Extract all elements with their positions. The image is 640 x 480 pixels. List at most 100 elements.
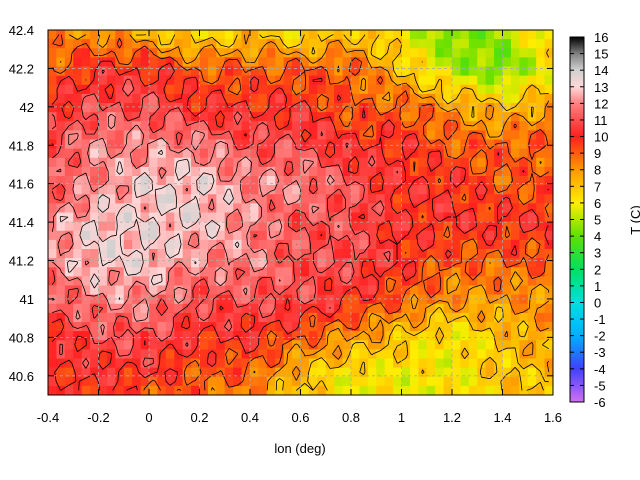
heat-cell: [527, 212, 537, 223]
heat-cell: [510, 303, 520, 314]
heat-cell: [115, 30, 125, 40]
heat-cell: [477, 331, 487, 341]
heat-cell: [510, 312, 520, 323]
heat-cell: [98, 66, 108, 77]
heat-cell: [334, 258, 344, 268]
heat-cell: [258, 230, 268, 241]
heat-cell: [544, 185, 553, 195]
heat-cell: [300, 185, 310, 195]
heat-cell: [266, 66, 276, 77]
heat-cell: [418, 139, 428, 150]
heat-cell: [132, 221, 142, 232]
heat-cell: [199, 385, 209, 395]
heat-cell: [502, 322, 512, 332]
heat-cell: [123, 57, 133, 68]
heat-cell: [266, 285, 276, 296]
heat-cell: [48, 84, 58, 95]
heat-cell: [317, 185, 327, 195]
heat-cell: [266, 148, 276, 159]
heat-cell: [90, 385, 100, 395]
heat-cell: [325, 203, 335, 214]
heat-cell: [98, 212, 108, 223]
heat-cell: [334, 93, 344, 104]
heat-cell: [536, 249, 546, 259]
heat-cell: [283, 212, 293, 223]
heat-cell: [123, 331, 133, 341]
heat-cell: [266, 157, 276, 168]
heat-cell: [73, 376, 83, 387]
heat-cell: [106, 249, 116, 259]
heat-cell: [123, 75, 133, 86]
heat-cell: [426, 203, 436, 214]
heat-cell: [460, 258, 470, 268]
heat-cell: [409, 84, 419, 95]
heat-cell: [132, 48, 142, 58]
heat-cell: [191, 66, 201, 77]
heat-cell: [367, 331, 377, 341]
heat-cell: [519, 39, 529, 49]
heat-cell: [258, 367, 268, 378]
heat-cell: [527, 340, 537, 350]
heat-cell: [165, 340, 175, 350]
heat-cell: [182, 358, 192, 369]
heat-cell: [132, 322, 142, 332]
heat-cell: [241, 322, 251, 332]
heat-cell: [140, 249, 150, 259]
heat-cell: [325, 176, 335, 186]
heat-cell: [452, 157, 462, 168]
heat-cell: [64, 258, 74, 268]
heat-cell: [275, 84, 285, 95]
heat-cell: [292, 303, 302, 314]
heat-cell: [233, 93, 243, 104]
heat-cell: [64, 249, 74, 259]
heat-cell: [494, 249, 504, 259]
heat-cell: [48, 276, 58, 287]
heat-cell: [376, 267, 386, 277]
heat-cell: [460, 75, 470, 86]
heat-cell: [241, 176, 251, 186]
heat-cell: [165, 385, 175, 395]
heat-cell: [384, 203, 394, 214]
colorbar-tick-label: 3: [594, 246, 601, 261]
heat-cell: [359, 139, 369, 150]
heat-cell: [258, 57, 268, 68]
heat-cell: [140, 66, 150, 77]
heat-cell: [64, 376, 74, 387]
heat-cell: [401, 385, 411, 395]
heat-cell: [502, 340, 512, 350]
heat-cell: [308, 66, 318, 77]
heat-cell: [342, 376, 352, 387]
heat-cell: [334, 103, 344, 113]
heat-cell: [367, 30, 377, 40]
heat-cell: [199, 112, 209, 122]
heat-cell: [393, 230, 403, 241]
heat-cell: [494, 66, 504, 77]
heat-cell: [443, 376, 453, 387]
heat-cell: [325, 358, 335, 369]
heat-cell: [460, 148, 470, 159]
heat-cell: [233, 112, 243, 122]
heat-cell: [266, 112, 276, 122]
heat-cell: [275, 221, 285, 232]
heat-cell: [409, 93, 419, 104]
heat-cell: [494, 185, 504, 195]
heat-cell: [174, 203, 184, 214]
heat-cell: [275, 176, 285, 186]
heat-cell: [426, 212, 436, 223]
heat-cell: [258, 322, 268, 332]
heat-cell: [157, 322, 167, 332]
heat-cell: [64, 331, 74, 341]
heat-cell: [502, 157, 512, 168]
heat-cell: [409, 367, 419, 378]
heat-cell: [106, 267, 116, 277]
heat-cell: [123, 376, 133, 387]
heat-cell: [174, 303, 184, 314]
heat-cell: [241, 376, 251, 387]
heat-cell: [494, 130, 504, 141]
heat-cell: [174, 121, 184, 131]
heat-cell: [443, 39, 453, 49]
heat-cell: [435, 239, 445, 250]
heat-cell: [409, 112, 419, 122]
heat-cell: [468, 30, 478, 40]
heat-cell: [409, 312, 419, 323]
